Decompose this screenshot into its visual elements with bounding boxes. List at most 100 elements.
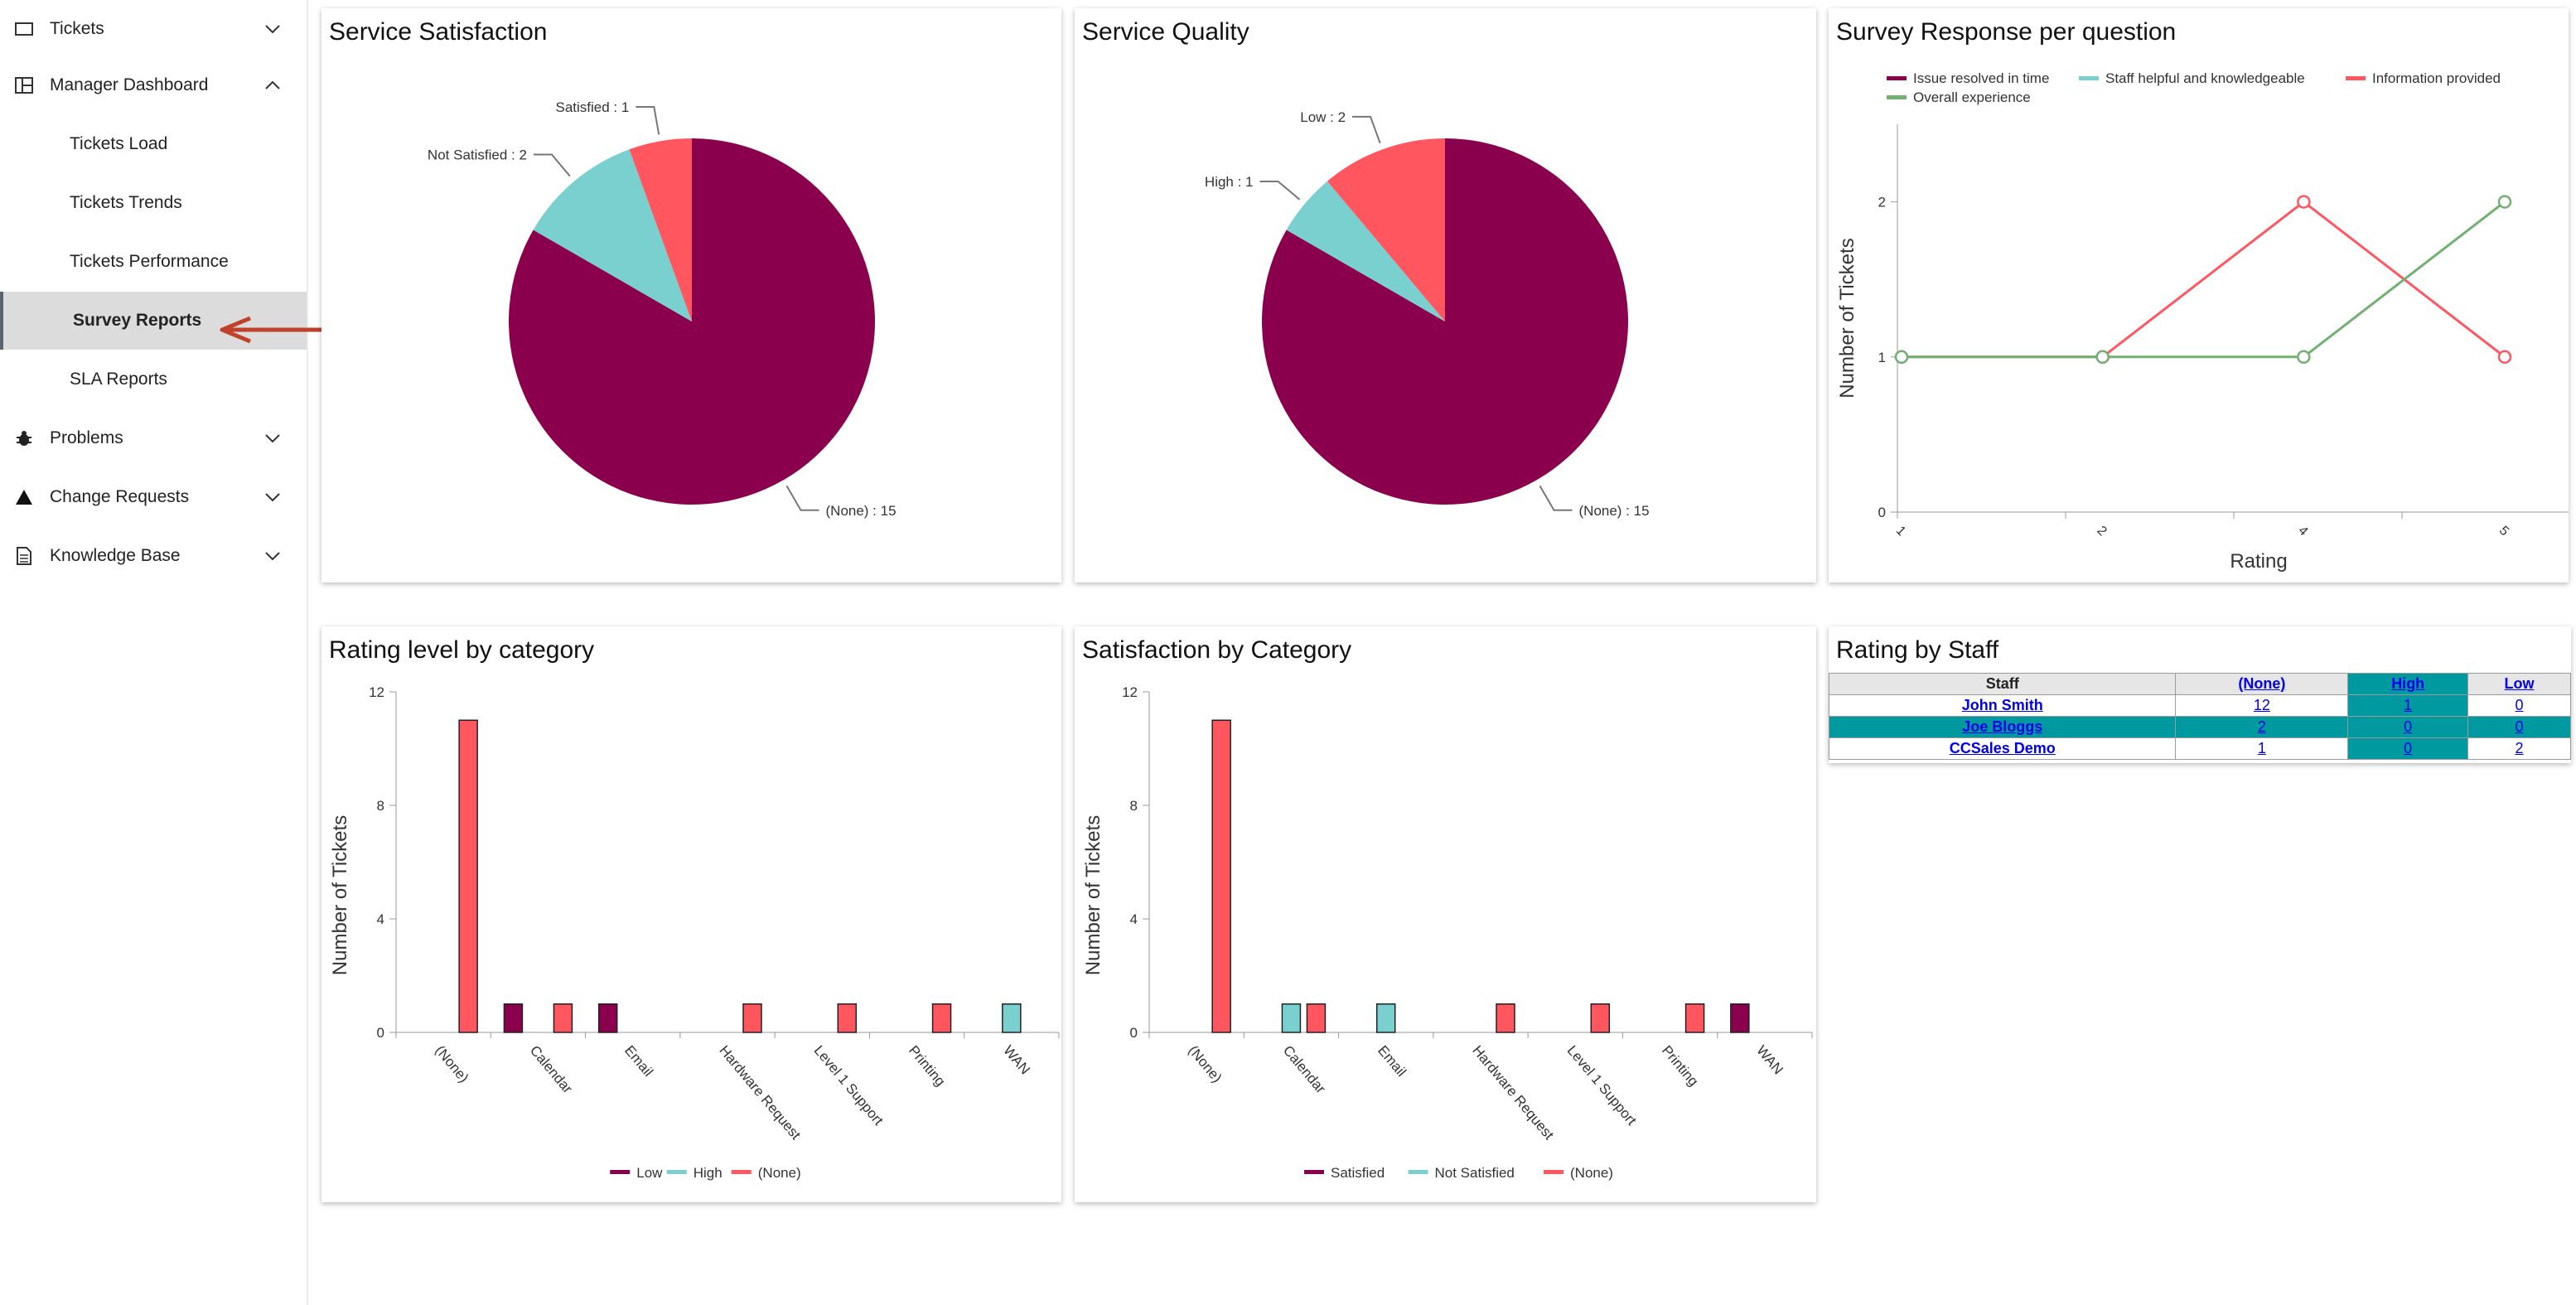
x-tick-label: Level 1 Support bbox=[811, 1042, 887, 1129]
nav-knowledge-base[interactable]: Knowledge Base bbox=[0, 527, 307, 585]
data-point-information-provided bbox=[2497, 350, 2512, 365]
panel-title: Service Satisfaction bbox=[329, 18, 548, 46]
legend-swatch-issue-resolved-in-time bbox=[1887, 76, 1907, 80]
header-staff: Staff bbox=[1828, 673, 2177, 695]
high-count-cell: 1 bbox=[2347, 694, 2469, 717]
staff-name-link[interactable]: Joe Bloggs bbox=[1962, 718, 2043, 735]
legend-label-overall-experience: Overall experience bbox=[1913, 89, 2031, 105]
header-low[interactable]: Low bbox=[2467, 673, 2571, 695]
high-count-cell: 0 bbox=[2347, 716, 2469, 738]
service-satisfaction-panel: Service Satisfaction (None) : 15 Not Sati… bbox=[321, 8, 1061, 582]
sidebar-item-label: Tickets Trends bbox=[70, 193, 182, 212]
bar-none-calendar bbox=[1306, 1003, 1327, 1033]
sidebar: Tickets Manager Dashboard Tickets Load T… bbox=[0, 0, 308, 1305]
bar-none-level-1-support bbox=[1590, 1003, 1611, 1033]
x-tick-label: (None) bbox=[432, 1042, 471, 1085]
document-icon bbox=[13, 545, 35, 567]
bar-low-calendar bbox=[503, 1003, 524, 1033]
chevron-down-icon[interactable] bbox=[263, 429, 282, 447]
none-count-link[interactable]: 1 bbox=[2257, 740, 2266, 756]
chevron-up-icon[interactable] bbox=[263, 76, 282, 94]
y-tick-label: 1 bbox=[1878, 350, 1886, 365]
pie-label-satisfied: Satisfied : 1 bbox=[556, 99, 630, 115]
nav-manager-dashboard[interactable]: Manager Dashboard bbox=[0, 56, 307, 114]
sidebar-item-tickets-performance[interactable]: Tickets Performance bbox=[0, 233, 307, 291]
nav-change-requests[interactable]: Change Requests bbox=[0, 468, 307, 526]
legend-label-high: High bbox=[694, 1165, 723, 1181]
x-tick-label: Printing bbox=[1659, 1042, 1702, 1089]
nav-knowledge-base-label: Knowledge Base bbox=[50, 546, 181, 565]
x-tick-label: 2 bbox=[2094, 524, 2109, 539]
legend-swatch-satisfied bbox=[1304, 1170, 1324, 1174]
y-tick-label: 2 bbox=[1878, 195, 1886, 210]
pie-slice-high bbox=[1286, 181, 1445, 321]
x-tick-label: Level 1 Support bbox=[1564, 1042, 1640, 1129]
bar-none-hardware-request bbox=[742, 1003, 762, 1033]
header-high[interactable]: High bbox=[2347, 673, 2469, 695]
nav-tickets-label: Tickets bbox=[50, 19, 104, 38]
high-count-link[interactable]: 0 bbox=[2404, 718, 2413, 735]
staff-name-link[interactable]: CCSales Demo bbox=[1949, 740, 2056, 756]
data-point-overall-experience bbox=[1894, 350, 1909, 365]
high-count-link[interactable]: 1 bbox=[2404, 697, 2413, 713]
sidebar-item-sla-reports[interactable]: SLA Reports bbox=[0, 350, 307, 408]
none-count-cell: 2 bbox=[2175, 716, 2349, 738]
y-tick-label: 0 bbox=[1878, 505, 1886, 520]
service-quality-panel: Service Quality (None) : 15 High : 1 Low :… bbox=[1075, 8, 1816, 582]
table-row: John Smith 12 1 0 bbox=[1828, 694, 2571, 717]
pie-slice-not-satisfied bbox=[533, 149, 692, 321]
nav-problems-label: Problems bbox=[50, 428, 123, 447]
sidebar-item-tickets-load[interactable]: Tickets Load bbox=[0, 115, 307, 173]
warning-triangle-icon bbox=[13, 486, 35, 508]
bar-satisfied-wan bbox=[1730, 1003, 1750, 1033]
high-count-cell: 0 bbox=[2347, 737, 2469, 760]
low-count-link[interactable]: 0 bbox=[2515, 718, 2524, 735]
y-axis-label: Number of Tickets bbox=[329, 815, 351, 975]
header-none-link[interactable]: (None) bbox=[2238, 675, 2286, 692]
chevron-down-icon[interactable] bbox=[263, 547, 282, 565]
bar-high-wan bbox=[1002, 1003, 1022, 1033]
rating-level-panel: Rating level by category 0 4 8 12 Number of … bbox=[321, 626, 1061, 1202]
bar-none-none bbox=[1211, 719, 1231, 1033]
legend-swatch-high bbox=[666, 1170, 687, 1174]
pie-leader-not-satisfied bbox=[533, 153, 571, 177]
x-tick-label: 5 bbox=[2496, 524, 2511, 539]
legend-swatch-overall-experience bbox=[1887, 95, 1907, 99]
low-count-cell: 0 bbox=[2467, 716, 2571, 738]
high-count-link[interactable]: 0 bbox=[2404, 740, 2413, 756]
header-none[interactable]: (None) bbox=[2175, 673, 2349, 695]
none-count-link[interactable]: 12 bbox=[2253, 697, 2270, 713]
legend-swatch-information-provided bbox=[2346, 76, 2366, 80]
chevron-down-icon[interactable] bbox=[263, 488, 282, 506]
nav-manager-dashboard-label: Manager Dashboard bbox=[50, 75, 209, 94]
x-tick-label: WAN bbox=[1753, 1042, 1786, 1077]
chevron-down-icon[interactable] bbox=[263, 20, 282, 38]
sidebar-item-label: Survey Reports bbox=[73, 311, 202, 330]
legend-swatch-none bbox=[1544, 1170, 1563, 1174]
sidebar-item-tickets-trends[interactable]: Tickets Trends bbox=[0, 174, 307, 232]
bar-not-satisfied-email bbox=[1375, 1003, 1396, 1033]
nav-problems[interactable]: Problems bbox=[0, 409, 307, 467]
pie-label-none: (None) : 15 bbox=[1579, 503, 1650, 519]
panel-title: Survey Response per question bbox=[1836, 18, 2177, 46]
pie-leader-satisfied bbox=[636, 105, 660, 135]
low-count-link[interactable]: 2 bbox=[2515, 740, 2524, 756]
header-low-link[interactable]: Low bbox=[2504, 675, 2535, 692]
nav-tickets[interactable]: Tickets bbox=[0, 0, 307, 58]
bar-none-level-1-support bbox=[837, 1003, 858, 1033]
x-tick-label: Email bbox=[1375, 1042, 1409, 1080]
satisfaction-by-category-panel: Satisfaction by Category 0 4 8 12 Number of … bbox=[1075, 626, 1816, 1202]
rating-by-staff-panel: Rating by Staff Staff (None) High Low Jo… bbox=[1828, 626, 2571, 763]
survey-response-panel: Survey Response per question 0 1 2 1 2 4 5 Rati… bbox=[1829, 8, 2569, 582]
header-high-link[interactable]: High bbox=[2391, 675, 2425, 692]
x-tick-label: Calendar bbox=[1280, 1042, 1329, 1096]
none-count-link[interactable]: 2 bbox=[2257, 718, 2266, 735]
low-count-link[interactable]: 0 bbox=[2515, 697, 2524, 713]
y-tick-label: 12 bbox=[369, 684, 384, 700]
bar-none-calendar bbox=[553, 1003, 573, 1033]
pie-slice-low bbox=[1327, 138, 1445, 321]
staff-name-link[interactable]: John Smith bbox=[1961, 697, 2043, 713]
sidebar-item-survey-reports[interactable]: Survey Reports bbox=[0, 292, 307, 350]
y-tick-label: 8 bbox=[377, 798, 384, 814]
